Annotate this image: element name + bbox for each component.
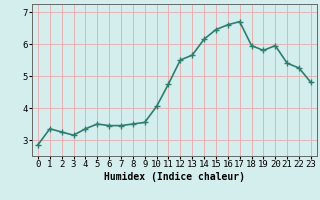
X-axis label: Humidex (Indice chaleur): Humidex (Indice chaleur) <box>104 172 245 182</box>
